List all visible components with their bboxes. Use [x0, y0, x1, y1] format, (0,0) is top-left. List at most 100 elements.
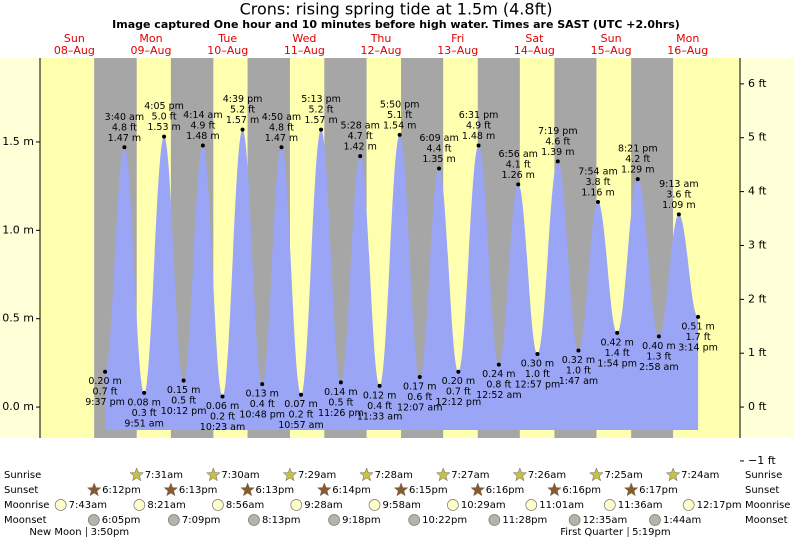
tide-label: 0.15 m [167, 385, 200, 396]
tide-label: 0.5 ft [328, 397, 353, 408]
sunset-time: 6:13pm [179, 485, 218, 496]
sunset-icon [393, 482, 409, 497]
weekday-label: Fri [451, 32, 464, 45]
tide-label: 1.26 m [502, 170, 535, 181]
tide-label: 2:58 am [639, 362, 678, 373]
date-label: 10–Aug [207, 44, 248, 57]
moonset-icon [568, 514, 581, 526]
moonrise-time: 9:58am [383, 500, 421, 511]
sunrise-icon [589, 467, 604, 482]
weekday-label: Tue [217, 32, 237, 45]
tide-label: 1.3 ft [646, 351, 671, 362]
sunrise-time: 7:29am [298, 470, 336, 481]
date-label: 12–Aug [361, 44, 402, 57]
date-label: 09–Aug [131, 44, 172, 57]
tide-label: 4.8 ft [112, 122, 137, 133]
tide-label: 1.57 m [226, 115, 259, 126]
tide-label: 1.39 m [541, 147, 574, 158]
tide-label: 5:28 am [340, 121, 379, 132]
moonset-icon [328, 514, 340, 526]
moonset-time: 11:28pm [502, 515, 547, 526]
tide-label: 0.2 ft [210, 411, 235, 422]
tide-label: 10:12 pm [161, 406, 207, 417]
chart-title: Crons: rising spring tide at 1.5m (4.8ft… [240, 0, 553, 19]
moonrise-icon [447, 499, 459, 511]
sunset-icon [623, 482, 639, 497]
moonset-time: 10:22pm [422, 515, 467, 526]
tide-point [200, 143, 205, 148]
tide-label: 0.3 ft [132, 408, 157, 419]
tide-label: 0.6 ft [407, 392, 432, 403]
tide-point [496, 362, 501, 367]
sunrise-icon [435, 467, 451, 482]
tide-point [696, 314, 701, 319]
row-label: Moonrise [745, 500, 790, 511]
tide-label: 1.54 m [383, 120, 416, 131]
sunset-icon [470, 482, 486, 497]
moonrise-time: 12:17pm [697, 500, 742, 511]
tide-label: 1:54 pm [597, 358, 637, 369]
tide-point [103, 369, 108, 374]
tide-label: 0.06 m [206, 401, 239, 412]
tide-label: 9:51 am [124, 418, 163, 429]
tide-label: 12:52 am [476, 390, 521, 401]
y2-tick-label: 1 ft [748, 346, 767, 359]
tide-label: 1.47 m [265, 133, 298, 144]
tide-point [279, 145, 284, 150]
y2-tick-label: 6 ft [748, 77, 767, 90]
tide-point [260, 382, 265, 387]
tide-label: 0.20 m [442, 376, 475, 387]
moonrise-icon [525, 499, 538, 511]
weekday-label: Mon [139, 32, 162, 45]
tide-label: 4.2 ft [625, 154, 650, 165]
sunrise-icon [282, 467, 298, 482]
tide-label: 11:33 am [357, 411, 402, 422]
tide-label: 4.1 ft [506, 159, 531, 170]
y2-tick-label: −1 ft [748, 454, 776, 467]
tide-label: 1.35 m [422, 154, 455, 165]
y2-tick-label: 5 ft [748, 131, 767, 144]
sunset-time: 6:17pm [639, 485, 678, 496]
tide-label: 1.48 m [462, 131, 495, 142]
tide-point [122, 145, 127, 150]
tide-label: 4:14 am [183, 110, 222, 121]
weekday-label: Sun [64, 32, 85, 45]
row-label: Sunrise [4, 470, 41, 481]
moonset-time: 9:18pm [342, 515, 381, 526]
tide-point [397, 132, 402, 137]
sunrise-icon [206, 467, 221, 482]
tide-label: 1.53 m [147, 122, 180, 133]
tide-label: 8:21 pm [618, 144, 658, 155]
tide-label: 5.0 ft [152, 112, 177, 123]
tide-label: 12:07 am [397, 403, 442, 414]
tide-label: 4.4 ft [427, 143, 452, 154]
tide-label: 1.7 ft [686, 332, 711, 343]
sunset-icon [547, 482, 562, 497]
tide-label: 0.5 ft [171, 396, 196, 407]
tide-label: 1.48 m [186, 131, 219, 142]
moonset-time: 1:44am [663, 515, 701, 526]
moonrise-time: 9:28am [304, 500, 342, 511]
weekday-label: Sun [601, 32, 622, 45]
sunset-icon [240, 482, 255, 497]
tide-label: 11:26 pm [318, 408, 364, 419]
moon-phase-name: New Moon [29, 527, 81, 538]
tide-label: 0.30 m [521, 359, 554, 370]
tide-label: 0.12 m [363, 390, 396, 401]
tide-label: 4.9 ft [466, 120, 491, 131]
weekday-label: Wed [292, 32, 316, 45]
tide-label: 1:47 am [559, 376, 598, 387]
tide-label: 0.14 m [324, 387, 357, 398]
tide-label: 0.24 m [482, 369, 515, 380]
tide-label: 0.17 m [403, 382, 436, 393]
moon-phase-time: 5:19pm [632, 527, 671, 538]
moonrise-icon [290, 499, 303, 511]
tide-label: 7:19 pm [538, 126, 578, 137]
moonset-icon [408, 514, 421, 526]
tide-label: 0.8 ft [486, 380, 511, 391]
date-label: 11–Aug [284, 44, 325, 57]
moon-phase-name: First Quarter [560, 527, 624, 538]
tide-label: 4:39 pm [223, 94, 263, 105]
tide-point [377, 383, 382, 388]
tide-label: 9:13 am [659, 179, 698, 190]
